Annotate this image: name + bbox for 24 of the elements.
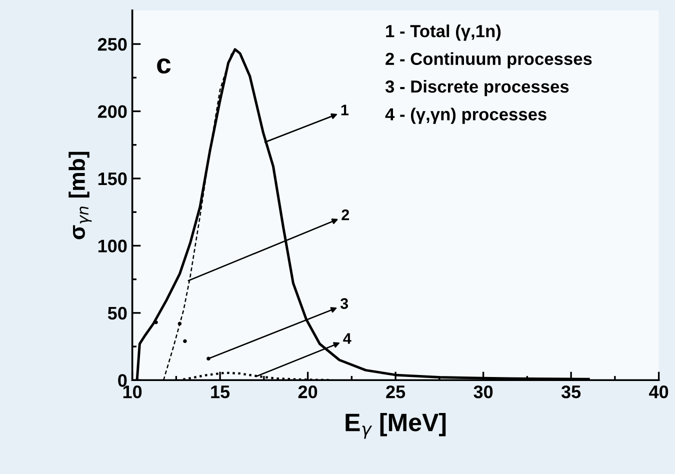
annotation: 2 - Continuum processes bbox=[386, 52, 592, 68]
x-tick-label: 15 bbox=[211, 386, 230, 398]
x-tick-label: 10 bbox=[123, 385, 142, 398]
y-tick-label: 150 bbox=[98, 172, 127, 186]
y-tick-label: 200 bbox=[98, 105, 127, 118]
annotation: 4 bbox=[343, 333, 352, 344]
annotation: 3 bbox=[340, 298, 348, 309]
annotation: 2 bbox=[342, 209, 350, 220]
x-tick-label: 35 bbox=[561, 385, 581, 398]
x-tick-label: 25 bbox=[386, 385, 406, 398]
annotation: 4 - (γ,γn) processes bbox=[385, 108, 546, 124]
x-tick-label: 40 bbox=[649, 385, 668, 398]
y-axis-title: σ$_{γn}$ [mb] bbox=[68, 152, 92, 240]
annotation: 1 - Total (γ,1n) bbox=[386, 24, 501, 41]
annotation: c bbox=[157, 58, 171, 74]
y-tick-label: 50 bbox=[108, 306, 127, 320]
annotation: 1 bbox=[341, 104, 349, 116]
y-tick-label: 0 bbox=[118, 374, 127, 387]
x-tick-label: 20 bbox=[298, 385, 318, 398]
x-axis-title: E$_{γ}$ [MeV] bbox=[346, 412, 446, 439]
y-tick-label: 100 bbox=[98, 240, 127, 252]
x-tick-label: 30 bbox=[474, 385, 493, 398]
annotation: 3 - Discrete processes bbox=[385, 80, 569, 96]
y-tick-label: 250 bbox=[98, 38, 127, 51]
